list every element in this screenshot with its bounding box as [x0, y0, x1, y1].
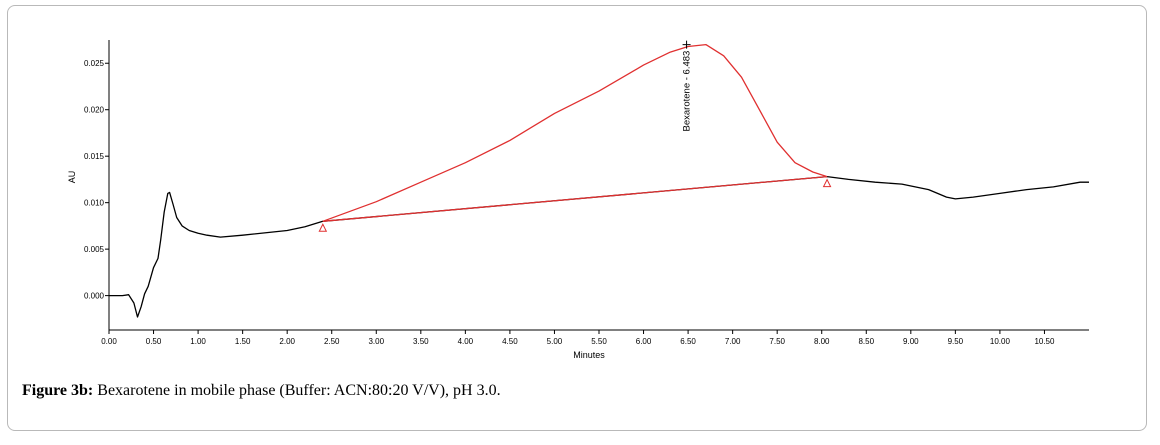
caption-label: Figure 3b: [22, 382, 94, 399]
series-line-2 [322, 175, 828, 222]
x-axis-title: Minutes [573, 350, 605, 360]
series-line-0 [109, 175, 1089, 318]
x-tick-label-3: 1.50 [235, 337, 251, 346]
y-tick-label-1: 0.005 [84, 245, 105, 254]
x-tick-label-13: 6.50 [680, 337, 696, 346]
x-tick-label-17: 8.50 [858, 337, 874, 346]
x-tick-label-19: 9.50 [948, 337, 964, 346]
x-tick-label-9: 4.50 [502, 337, 518, 346]
peak-label-0: Bexarotene - 6.483 [682, 51, 693, 132]
y-tick-label-4: 0.020 [84, 106, 105, 115]
figure-caption: Figure 3b: Bexarotene in mobile phase (B… [22, 382, 501, 400]
x-tick-label-15: 7.50 [769, 337, 785, 346]
x-tick-label-12: 6.00 [636, 337, 652, 346]
y-tick-label-2: 0.010 [84, 199, 105, 208]
figure-frame [7, 5, 1147, 431]
x-tick-label-20: 10.00 [990, 337, 1011, 346]
x-tick-label-4: 2.00 [279, 337, 295, 346]
y-tick-label-5: 0.025 [84, 59, 105, 68]
x-tick-label-0: 0.00 [101, 337, 117, 346]
x-tick-label-5: 2.50 [324, 337, 340, 346]
marker-layer [318, 178, 832, 232]
series-layer [109, 43, 1089, 318]
x-tick-label-18: 9.00 [903, 337, 919, 346]
caption-text: Bexarotene in mobile phase (Buffer: ACN:… [97, 382, 501, 399]
x-ticks: 0.00 0.50 1.00 1.50 2.00 2.50 3.00 3.50 4.00 4.50… [101, 330, 1055, 346]
chromatogram-chart: 0.00 0.50 1.00 1.50 2.00 2.50 3.00 3.50 4.00 4.50… [67, 40, 1089, 360]
y-axis-title: AU [67, 171, 77, 184]
x-tick-label-2: 1.00 [190, 337, 206, 346]
x-tick-label-11: 5.50 [591, 337, 607, 346]
x-tick-label-16: 8.00 [814, 337, 830, 346]
baseline-marker-0 [318, 223, 328, 232]
y-tick-label-0: 0.000 [84, 292, 105, 301]
x-tick-label-21: 10.50 [1034, 337, 1055, 346]
series-line-1 [322, 43, 828, 222]
x-tick-label-14: 7.00 [725, 337, 741, 346]
baseline-marker-1 [822, 178, 832, 188]
y-tick-label-3: 0.015 [84, 152, 105, 161]
axes [108, 40, 1089, 331]
x-tick-label-6: 3.00 [368, 337, 384, 346]
x-tick-label-7: 3.50 [413, 337, 429, 346]
x-tick-label-1: 0.50 [146, 337, 162, 346]
x-tick-label-10: 5.00 [547, 337, 563, 346]
annotation-layer: Bexarotene - 6.483 [682, 40, 693, 132]
x-tick-label-8: 4.00 [458, 337, 474, 346]
y-ticks: 0.000 0.005 0.010 0.015 0.020 0.025 [84, 59, 109, 301]
